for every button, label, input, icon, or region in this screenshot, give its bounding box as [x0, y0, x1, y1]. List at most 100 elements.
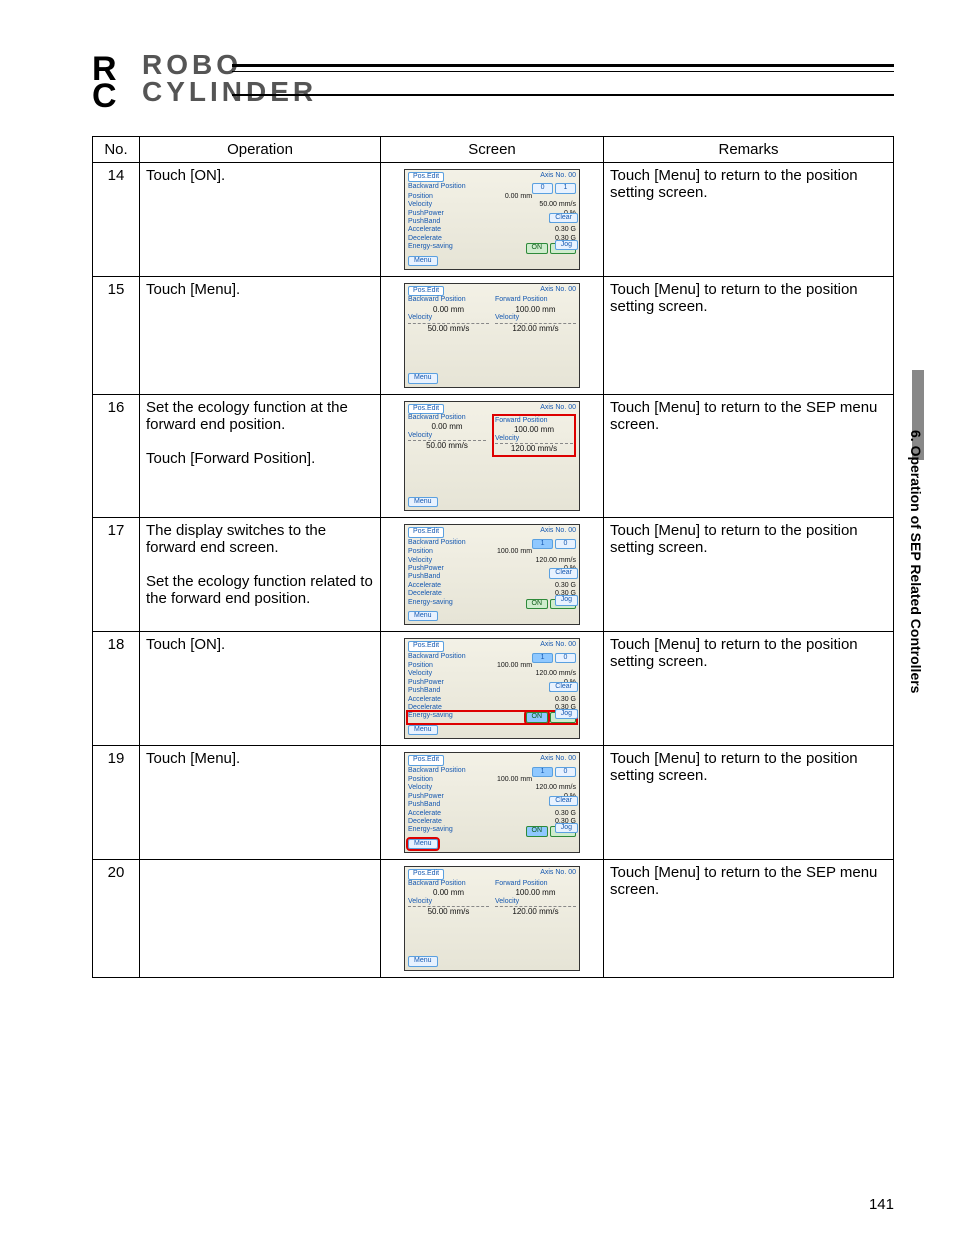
cell-no: 16 — [93, 394, 140, 518]
screen-subtitle: Backward Position — [408, 767, 466, 774]
cell-screen: Pos.EditAxis No. 00Backward Position0 1 … — [381, 163, 604, 277]
screen-title: Pos.Edit — [408, 172, 444, 182]
dual-vel: 50.00 mm/s — [408, 907, 489, 917]
dual-pos: 0.00 mm — [408, 888, 489, 898]
clear-button[interactable]: Clear — [549, 796, 578, 806]
cell-no: 14 — [93, 163, 140, 277]
cell-no: 17 — [93, 518, 140, 632]
param-key: Velocity — [408, 557, 432, 565]
cell-remarks: Touch [Menu] to return to the position s… — [604, 163, 894, 277]
jog-button[interactable]: Jog — [555, 595, 578, 605]
dual-vel: 50.00 mm/s — [408, 441, 486, 451]
table-row: 15Touch [Menu].Pos.EditAxis No. 00Backwa… — [93, 276, 894, 394]
screen-mini: Pos.EditAxis No. 00Backward Position1 0 … — [404, 524, 580, 625]
param-value: 100.00 mm — [472, 662, 532, 670]
axis-no: Axis No. 00 — [540, 641, 576, 651]
col-screen: Screen — [381, 137, 604, 163]
table-row: 20Pos.EditAxis No. 00Backward Position0.… — [93, 860, 894, 978]
param-key: Position — [408, 776, 433, 784]
param-key: PushBand — [408, 801, 440, 809]
screen-title: Pos.Edit — [408, 755, 444, 765]
param-key: PushPower — [408, 565, 444, 573]
param-key: Decelerate — [408, 590, 442, 598]
cell-no: 20 — [93, 860, 140, 978]
dual-col-header: Forward Position — [495, 296, 576, 304]
dual-label: Velocity — [495, 898, 576, 907]
table-row: 17The display switches to the forward en… — [93, 518, 894, 632]
dual-pos: 0.00 mm — [408, 305, 489, 315]
axis-no: Axis No. 00 — [540, 755, 576, 765]
dual-col-header: Forward Position — [495, 417, 573, 425]
jog-button[interactable]: Jog — [555, 709, 578, 719]
param-key: Energy-saving — [408, 826, 453, 836]
chapter-side-tab: 6. Operation of SEP Related Controllers — [900, 370, 924, 790]
table-row: 16Set the ecology function at the forwar… — [93, 394, 894, 518]
cell-screen: Pos.EditAxis No. 00Backward Position0.00… — [381, 394, 604, 518]
table-row: 14Touch [ON].Pos.EditAxis No. 00Backward… — [93, 163, 894, 277]
axis-no: Axis No. 00 — [540, 172, 576, 182]
dual-label: Velocity — [408, 314, 489, 323]
onoff-button[interactable]: ON — [526, 599, 549, 609]
dual-pos: 100.00 mm — [495, 425, 573, 435]
clear-button[interactable]: Clear — [549, 213, 578, 223]
menu-button[interactable]: Menu — [408, 611, 438, 621]
cell-screen: Pos.EditAxis No. 00Backward Position1 0 … — [381, 632, 604, 746]
screen-title: Pos.Edit — [408, 404, 444, 414]
dual-label: Velocity — [408, 898, 489, 907]
cell-operation: The display switches to the forward end … — [140, 518, 381, 632]
jog-button[interactable]: Jog — [555, 823, 578, 833]
dual-pos: 100.00 mm — [495, 888, 576, 898]
param-key: Accelerate — [408, 582, 441, 590]
cell-no: 19 — [93, 746, 140, 860]
param-value: 100.00 mm — [472, 548, 532, 556]
table-row: 19Touch [Menu]. Pos.Edit Axis No. 00 Backwa… — [93, 746, 894, 860]
cell-remarks: Touch [Menu] to return to the position s… — [604, 632, 894, 746]
cell-operation: Touch [ON]. — [140, 632, 381, 746]
cell-screen: Pos.EditAxis No. 00Backward Position0.00… — [381, 276, 604, 394]
param-value: 0.30 G — [516, 696, 576, 704]
param-value: 120.00 mm/s — [516, 670, 576, 678]
param-key: Accelerate — [408, 810, 441, 818]
screen-mini: Pos.EditAxis No. 00Backward Position0.00… — [404, 283, 580, 388]
menu-button[interactable]: Menu — [408, 256, 438, 266]
param-value: 100.00 mm — [472, 776, 532, 784]
menu-button[interactable]: Menu — [408, 839, 438, 849]
cell-no: 18 — [93, 632, 140, 746]
onoff-button[interactable]: ON — [526, 826, 549, 836]
dual-col-header: Backward Position — [408, 296, 489, 304]
axis-no: Axis No. 00 — [540, 527, 576, 537]
menu-button[interactable]: Menu — [408, 725, 438, 735]
param-key: Velocity — [408, 784, 432, 792]
param-key: Decelerate — [408, 818, 442, 826]
cell-screen: Pos.EditAxis No. 00Backward Position1 0 … — [381, 746, 604, 860]
dual-pos: 100.00 mm — [495, 305, 576, 315]
param-key: Accelerate — [408, 226, 441, 234]
dual-label: Velocity — [495, 435, 573, 444]
dual-pos: 0.00 mm — [408, 422, 486, 432]
dual-vel: 120.00 mm/s — [495, 324, 576, 334]
param-key: PushBand — [408, 218, 440, 226]
col-remarks: Remarks — [604, 137, 894, 163]
menu-button[interactable]: Menu — [408, 373, 438, 383]
param-key: PushBand — [408, 687, 440, 695]
cell-operation: Set the ecology function at the forward … — [140, 394, 381, 518]
param-value: 50.00 mm/s — [516, 201, 576, 209]
onoff-button[interactable]: ON — [526, 712, 549, 722]
table-row: 18Touch [ON].Pos.EditAxis No. 00Backward… — [93, 632, 894, 746]
param-key: Velocity — [408, 201, 432, 209]
axis-no: Axis No. 00 — [540, 286, 576, 296]
clear-button[interactable]: Clear — [549, 682, 578, 692]
clear-button[interactable]: Clear — [549, 568, 578, 578]
cell-remarks: Touch [Menu] to return to the position s… — [604, 746, 894, 860]
cell-operation: Touch [Menu]. — [140, 746, 381, 860]
menu-button[interactable]: Menu — [408, 497, 438, 507]
jog-button[interactable]: Jog — [555, 240, 578, 250]
logo: RC ROBO CYLINDER — [92, 56, 894, 116]
param-value: 0.30 G — [516, 810, 576, 818]
chapter-caption: 6. Operation of SEP Related Controllers — [908, 430, 924, 790]
cell-operation: Touch [ON]. — [140, 163, 381, 277]
onoff-button[interactable]: ON — [526, 243, 549, 253]
menu-button[interactable]: Menu — [408, 956, 438, 966]
screen-mini: Pos.EditAxis No. 00Backward Position0.00… — [404, 401, 580, 512]
screen-mini: Pos.EditAxis No. 00Backward Position0 1 … — [404, 169, 580, 270]
